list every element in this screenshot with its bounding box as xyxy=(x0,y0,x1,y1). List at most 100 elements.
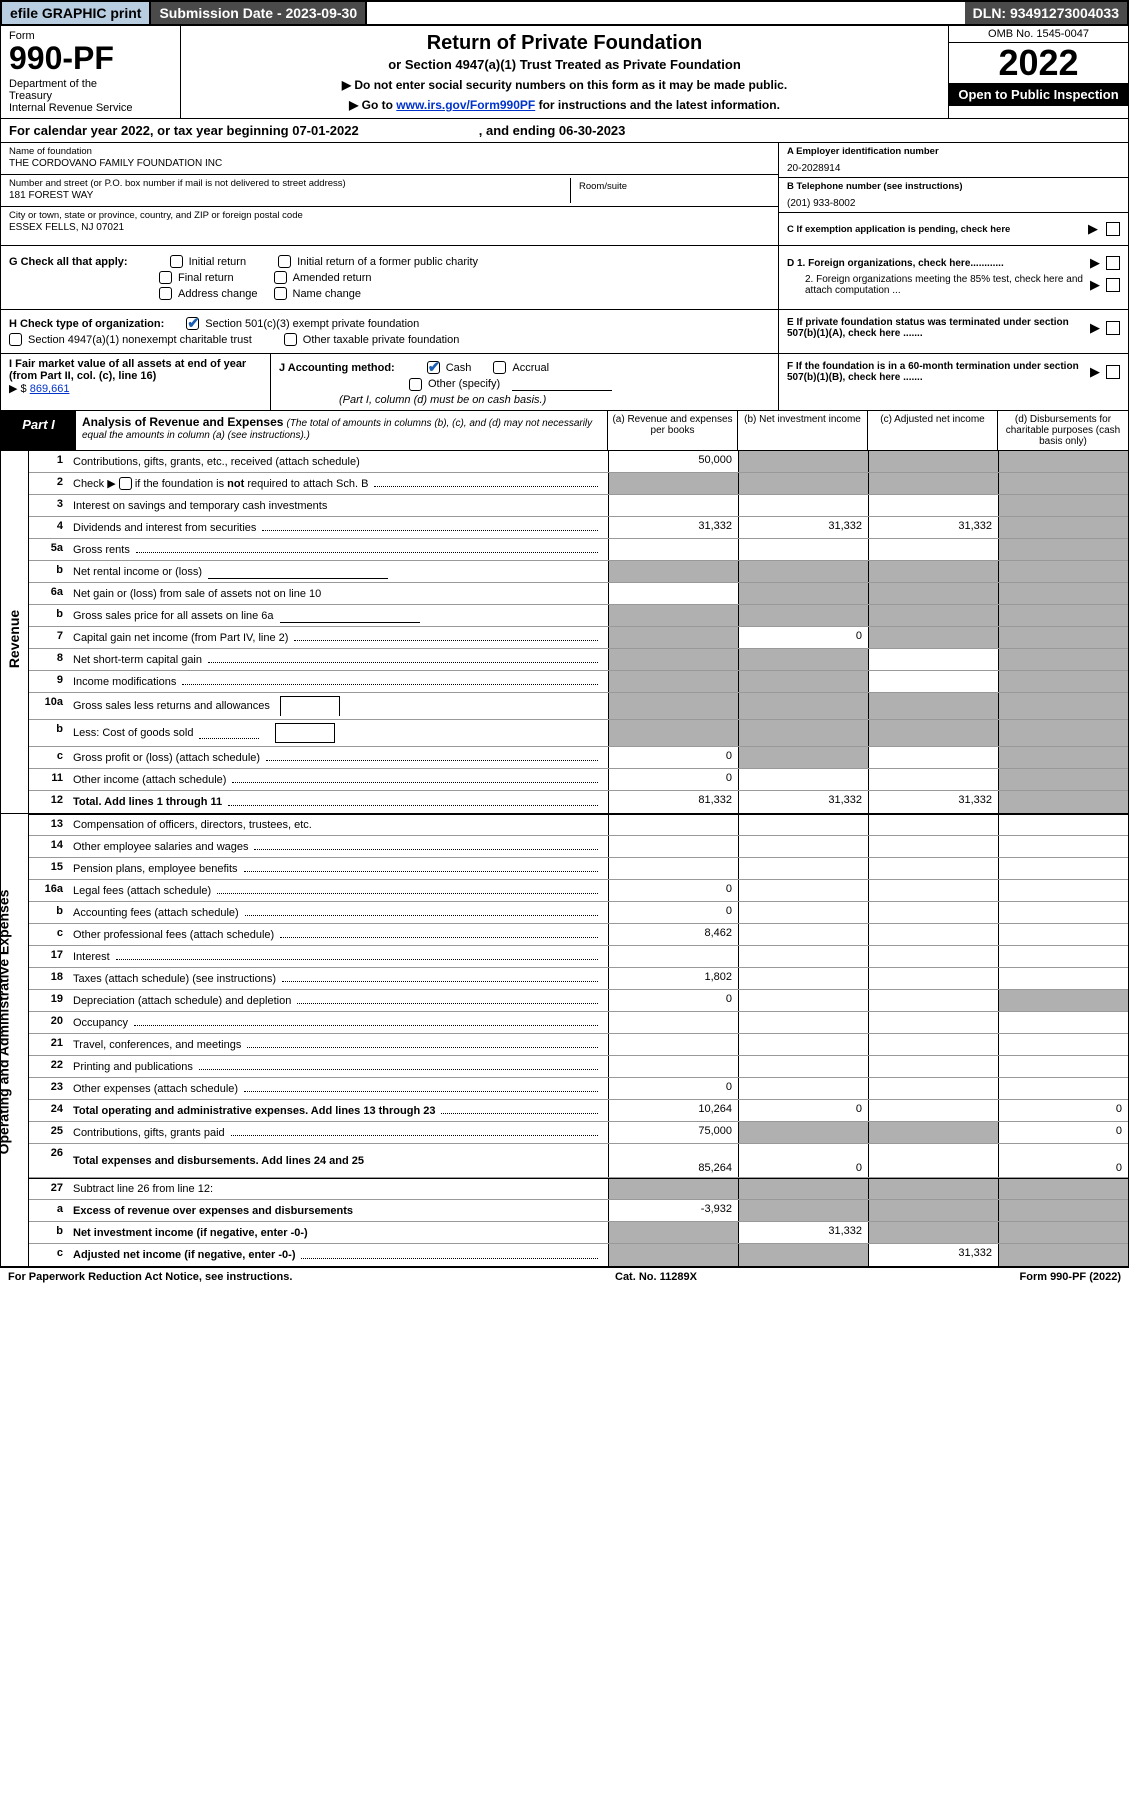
arrow-icon: ▶ xyxy=(9,383,17,395)
form-header: Form 990-PF Department of theTreasuryInt… xyxy=(0,26,1129,119)
checkbox-final-return[interactable] xyxy=(159,271,172,284)
table-row: 26 Total expenses and disbursements. Add… xyxy=(29,1144,1128,1178)
ein-cell: A Employer identification number 20-2028… xyxy=(779,143,1128,178)
table-row: a Excess of revenue over expenses and di… xyxy=(29,1200,1128,1222)
g-checks: G Check all that apply: Initial return I… xyxy=(1,246,778,309)
checkbox-name-change[interactable] xyxy=(274,287,287,300)
instruction-1: ▶ Do not enter social security numbers o… xyxy=(191,78,938,92)
checkbox-cash[interactable] xyxy=(427,361,440,374)
table-row: b Net investment income (if negative, en… xyxy=(29,1222,1128,1244)
table-row: 24 Total operating and administrative ex… xyxy=(29,1100,1128,1122)
spacer xyxy=(367,2,965,24)
exemption-pending-cell: C If exemption application is pending, c… xyxy=(779,213,1128,245)
arrow-icon: ▶ xyxy=(1090,277,1100,293)
table-row: 10a Gross sales less returns and allowan… xyxy=(29,693,1128,720)
efile-print-button[interactable]: efile GRAPHIC print xyxy=(2,2,151,24)
tax-year: 2022 xyxy=(949,43,1128,83)
checkbox-c[interactable] xyxy=(1106,222,1120,236)
checkbox-other-taxable[interactable] xyxy=(284,333,297,346)
checkbox-other-method[interactable] xyxy=(409,378,422,391)
table-row: 18 Taxes (attach schedule) (see instruct… xyxy=(29,968,1128,990)
cal-year-begin: For calendar year 2022, or tax year begi… xyxy=(9,123,359,138)
checkbox-initial-return[interactable] xyxy=(170,255,183,268)
footer-right: Form 990-PF (2022) xyxy=(1020,1271,1122,1283)
form-number-block: Form 990-PF Department of theTreasuryInt… xyxy=(1,26,181,118)
telephone-cell: B Telephone number (see instructions) (2… xyxy=(779,178,1128,213)
other-specify-input[interactable] xyxy=(512,377,612,391)
table-row: b Gross sales price for all assets on li… xyxy=(29,605,1128,627)
table-row: 1 Contributions, gifts, grants, etc., re… xyxy=(29,451,1128,473)
department: Department of theTreasuryInternal Revenu… xyxy=(9,78,172,114)
address-cell: Number and street (or P.O. box number if… xyxy=(1,175,778,207)
revenue-section: Revenue 1 Contributions, gifts, grants, … xyxy=(0,451,1129,814)
cal-year-end: , and ending 06-30-2023 xyxy=(479,123,626,138)
checkbox-accrual[interactable] xyxy=(493,361,506,374)
form-subtitle: or Section 4947(a)(1) Trust Treated as P… xyxy=(191,57,938,72)
table-row: 27 Subtract line 26 from line 12: xyxy=(29,1178,1128,1200)
col-b-header: (b) Net investment income xyxy=(738,411,868,450)
fmv-value[interactable]: 869,661 xyxy=(30,383,70,395)
foundation-name-cell: Name of foundation THE CORDOVANO FAMILY … xyxy=(1,143,778,175)
checkbox-4947a1[interactable] xyxy=(9,333,22,346)
table-row: b Accounting fees (attach schedule) 0 xyxy=(29,902,1128,924)
table-row: 17 Interest xyxy=(29,946,1128,968)
part-description: Analysis of Revenue and Expenses (The to… xyxy=(76,411,608,450)
table-row: 19 Depreciation (attach schedule) and de… xyxy=(29,990,1128,1012)
table-row: 23 Other expenses (attach schedule) 0 xyxy=(29,1078,1128,1100)
checkbox-sch-b[interactable] xyxy=(119,477,132,490)
table-row: 25 Contributions, gifts, grants paid 75,… xyxy=(29,1122,1128,1144)
col-d-header: (d) Disbursements for charitable purpose… xyxy=(998,411,1128,450)
f-block: F If the foundation is in a 60-month ter… xyxy=(778,354,1128,410)
calendar-year-row: For calendar year 2022, or tax year begi… xyxy=(0,119,1129,143)
top-bar: efile GRAPHIC print Submission Date - 20… xyxy=(0,0,1129,26)
checkbox-d2[interactable] xyxy=(1106,278,1120,292)
revenue-side-label: Revenue xyxy=(1,451,29,813)
instruction-2: ▶ Go to www.irs.gov/Form990PF for instru… xyxy=(191,98,938,112)
checkbox-initial-return-former[interactable] xyxy=(278,255,291,268)
table-row: 4 Dividends and interest from securities… xyxy=(29,517,1128,539)
table-row: b Net rental income or (loss) xyxy=(29,561,1128,583)
identification-block: Name of foundation THE CORDOVANO FAMILY … xyxy=(0,143,1129,246)
submission-date: Submission Date - 2023-09-30 xyxy=(151,2,367,24)
table-row: 9 Income modifications xyxy=(29,671,1128,693)
d-checks: D 1. Foreign organizations, check here..… xyxy=(778,246,1128,309)
table-row: 15 Pension plans, employee benefits xyxy=(29,858,1128,880)
part-1-header: Part I Analysis of Revenue and Expenses … xyxy=(0,411,1129,451)
expenses-section: Operating and Administrative Expenses 13… xyxy=(0,814,1129,1267)
table-row: c Gross profit or (loss) (attach schedul… xyxy=(29,747,1128,769)
page-footer: For Paperwork Reduction Act Notice, see … xyxy=(0,1267,1129,1286)
part-label: Part I xyxy=(1,411,76,450)
table-row: 6a Net gain or (loss) from sale of asset… xyxy=(29,583,1128,605)
year-block: OMB No. 1545-0047 2022 Open to Public In… xyxy=(948,26,1128,118)
irs-link[interactable]: www.irs.gov/Form990PF xyxy=(396,98,535,112)
table-row: 14 Other employee salaries and wages xyxy=(29,836,1128,858)
open-to-public: Open to Public Inspection xyxy=(949,83,1128,106)
checkbox-501c3[interactable] xyxy=(186,317,199,330)
checkbox-address-change[interactable] xyxy=(159,287,172,300)
table-row: 22 Printing and publications xyxy=(29,1056,1128,1078)
accounting-method: J Accounting method: Cash Accrual Other … xyxy=(271,354,778,410)
room-suite: Room/suite xyxy=(570,178,770,203)
table-row: 7 Capital gain net income (from Part IV,… xyxy=(29,627,1128,649)
table-row: 3 Interest on savings and temporary cash… xyxy=(29,495,1128,517)
cell-1a: 50,000 xyxy=(608,451,738,472)
table-row: 20 Occupancy xyxy=(29,1012,1128,1034)
checkbox-f[interactable] xyxy=(1106,365,1120,379)
fmv-block: I Fair market value of all assets at end… xyxy=(1,354,271,410)
col-a-header: (a) Revenue and expenses per books xyxy=(608,411,738,450)
table-row: 5a Gross rents xyxy=(29,539,1128,561)
footer-mid: Cat. No. 11289X xyxy=(292,1271,1019,1283)
table-row: 2 Check ▶ if the foundation is not requi… xyxy=(29,473,1128,495)
checkbox-amended-return[interactable] xyxy=(274,271,287,284)
table-row: 21 Travel, conferences, and meetings xyxy=(29,1034,1128,1056)
checkbox-d1[interactable] xyxy=(1106,256,1120,270)
arrow-icon: ▶ xyxy=(1088,221,1098,237)
arrow-icon: ▶ xyxy=(1090,364,1100,380)
checkbox-e[interactable] xyxy=(1106,321,1120,335)
table-row: 11 Other income (attach schedule) 0 xyxy=(29,769,1128,791)
city-cell: City or town, state or province, country… xyxy=(1,207,778,239)
footer-left: For Paperwork Reduction Act Notice, see … xyxy=(8,1271,292,1283)
dln: DLN: 93491273004033 xyxy=(965,2,1127,24)
section-h-e: H Check type of organization: Section 50… xyxy=(0,310,1129,354)
table-row: c Other professional fees (attach schedu… xyxy=(29,924,1128,946)
